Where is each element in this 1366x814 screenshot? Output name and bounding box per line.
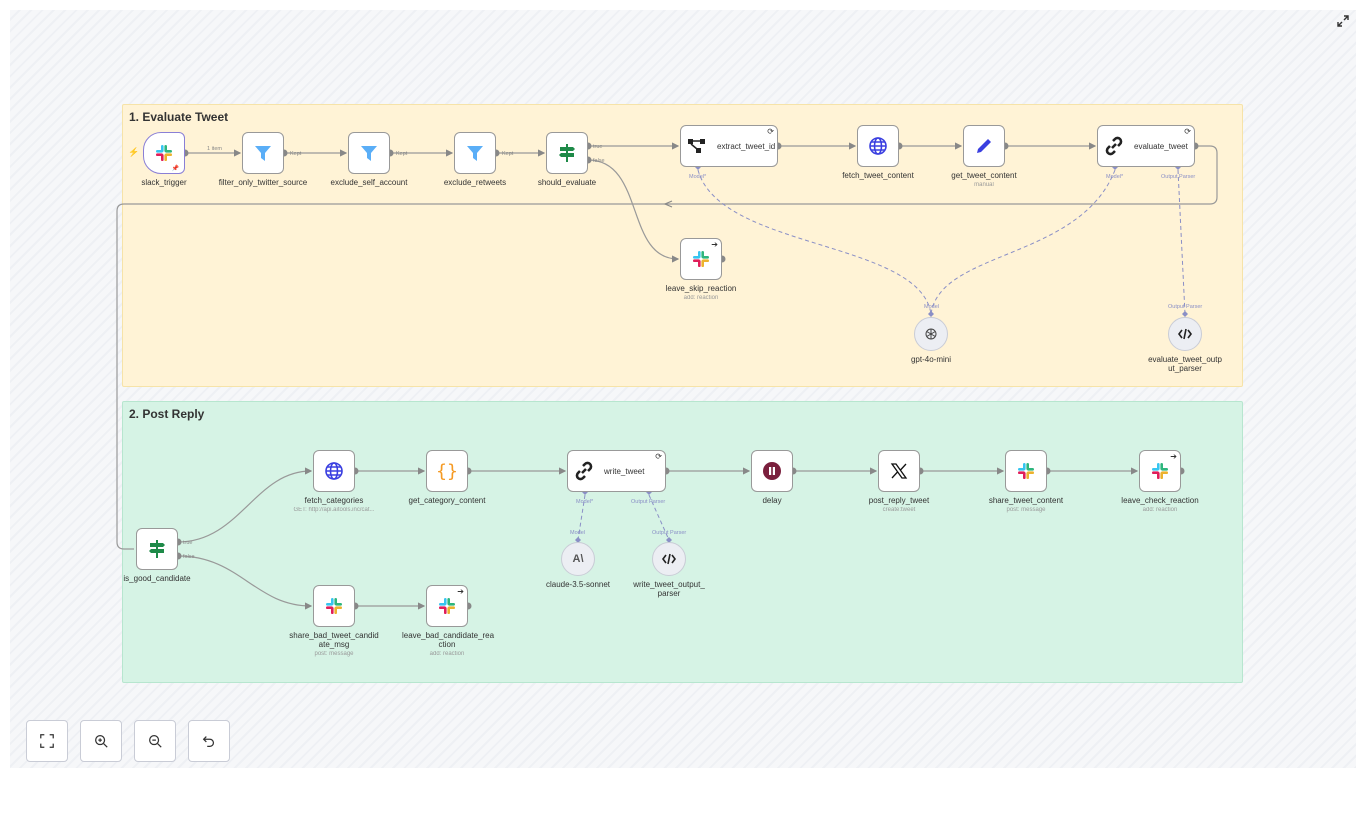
node-subtitle: manual [974, 182, 994, 188]
node-label: slack_trigger [141, 178, 187, 187]
node-subtitle: add: reaction [1142, 507, 1178, 513]
node-subtitle: post: message [1006, 507, 1046, 513]
node-write-tweet[interactable]: ⟳ write_tweet [567, 450, 666, 492]
node-evaluate-tweet[interactable]: ⟳ evaluate_tweet [1097, 125, 1195, 167]
node-exclude-retweets[interactable] [454, 132, 496, 174]
slack-icon [324, 596, 344, 616]
braces-icon: {} [436, 460, 458, 482]
node-get-tweet-content[interactable] [963, 125, 1005, 167]
node-leave-skip-reaction[interactable]: ➔ [680, 238, 722, 280]
node-slack-trigger[interactable]: 📌 ⚡ [128, 132, 185, 174]
node-subtitle: add: reaction [429, 651, 465, 657]
retry-icon: ⟳ [655, 452, 662, 461]
arrow-right-icon: ➔ [711, 240, 718, 249]
zoom-out-icon [149, 735, 162, 748]
fullscreen-icon[interactable] [1336, 14, 1350, 33]
globe-icon [868, 136, 888, 156]
filter-icon [465, 143, 485, 163]
filter-icon [359, 143, 379, 163]
zoom-in-button[interactable] [80, 720, 122, 762]
node-label: extract_tweet_id [717, 141, 776, 151]
node-label: exclude_self_account [330, 178, 408, 187]
node-is-good-candidate[interactable] [136, 528, 178, 570]
node-share-tweet-content[interactable] [1005, 450, 1047, 492]
node-label: post_reply_tweet [868, 496, 930, 505]
node-label: leave_bad_candidate_rea ction [402, 631, 495, 649]
node-label: delay [762, 496, 782, 505]
slack-icon [1150, 461, 1170, 481]
slack-icon [437, 596, 457, 616]
zoom-in-icon [95, 735, 108, 748]
group-title: 2. Post Reply [129, 407, 205, 421]
node-label: get_tweet_content [951, 171, 1017, 180]
fit-view-button[interactable] [26, 720, 68, 762]
node-evaluate-tweet-output-parser[interactable] [1168, 317, 1202, 351]
node-label: filter_only_twitter_source [218, 178, 308, 187]
node-label: get_category_content [408, 496, 486, 505]
retry-icon: ⟳ [767, 127, 774, 136]
node-get-category-content[interactable]: {} [426, 450, 468, 492]
zoom-out-button[interactable] [134, 720, 176, 762]
node-label: is_good_candidate [123, 574, 191, 583]
arrow-right-icon: ➔ [1170, 452, 1177, 461]
node-label: evaluate_tweet [1134, 141, 1188, 151]
pen-icon [974, 136, 994, 156]
chain-link-icon [574, 461, 594, 481]
node-should-evaluate[interactable] [546, 132, 588, 174]
slack-icon [691, 249, 711, 269]
node-extract-tweet-id[interactable]: ⟳ extract_tweet_id [680, 125, 778, 167]
globe-icon [324, 461, 344, 481]
openai-icon [924, 327, 938, 341]
node-exclude-self-account[interactable] [348, 132, 390, 174]
code-icon [662, 552, 676, 566]
node-label: write_tweet [604, 466, 645, 476]
node-fetch-tweet-content[interactable] [857, 125, 899, 167]
node-subtitle: GET: http://api.aitools.inc/cat... [293, 507, 375, 513]
trigger-bolt-icon: ⚡ [128, 147, 140, 157]
pause-icon [762, 461, 782, 481]
node-label: share_bad_tweet_candid ate_msg [289, 631, 379, 649]
information-extractor-icon [687, 136, 707, 156]
x-icon [890, 462, 908, 480]
pin-icon: 📌 [171, 166, 179, 172]
filter-icon [253, 143, 273, 163]
node-label: should_evaluate [537, 178, 597, 187]
if-signpost-icon [147, 539, 167, 559]
retry-icon: ⟳ [1184, 127, 1191, 136]
node-label: leave_skip_reaction [665, 284, 737, 293]
node-label: leave_check_reaction [1121, 496, 1199, 505]
arrow-right-icon: ➔ [457, 587, 464, 596]
code-icon [1178, 327, 1192, 341]
if-signpost-icon [557, 143, 577, 163]
node-leave-check-reaction[interactable]: ➔ [1139, 450, 1181, 492]
node-claude-3-5-sonnet[interactable]: A\ [561, 542, 595, 576]
node-fetch-categories[interactable] [313, 450, 355, 492]
node-delay[interactable] [751, 450, 793, 492]
undo-icon [202, 736, 215, 747]
node-post-reply-tweet[interactable] [878, 450, 920, 492]
node-label: fetch_tweet_content [842, 171, 914, 180]
node-label: write_tweet_output_ parser [633, 580, 705, 598]
fit-view-icon [40, 734, 54, 748]
slack-icon [154, 143, 174, 163]
chain-link-icon [1104, 136, 1124, 156]
node-label: exclude_retweets [443, 178, 507, 187]
node-label: gpt-4o-mini [910, 355, 951, 364]
node-filter-only-twitter-source[interactable] [242, 132, 284, 174]
node-label: evaluate_tweet_outp ut_parser [1148, 355, 1222, 373]
group-title: 1. Evaluate Tweet [129, 110, 229, 124]
node-write-tweet-output-parser[interactable] [652, 542, 686, 576]
node-label: fetch_categories [304, 496, 364, 505]
node-label: share_tweet_content [988, 496, 1064, 505]
node-gpt-4o-mini[interactable] [914, 317, 948, 351]
slack-icon [1016, 461, 1036, 481]
node-subtitle: create:tweet [882, 507, 916, 513]
node-share-bad-tweet-candidate-msg[interactable] [313, 585, 355, 627]
node-label: claude-3.5-sonnet [545, 580, 611, 589]
anthropic-icon: A\ [572, 553, 584, 565]
node-subtitle: add: reaction [683, 295, 719, 301]
node-leave-bad-candidate-reaction[interactable]: ➔ [426, 585, 468, 627]
undo-button[interactable] [188, 720, 230, 762]
